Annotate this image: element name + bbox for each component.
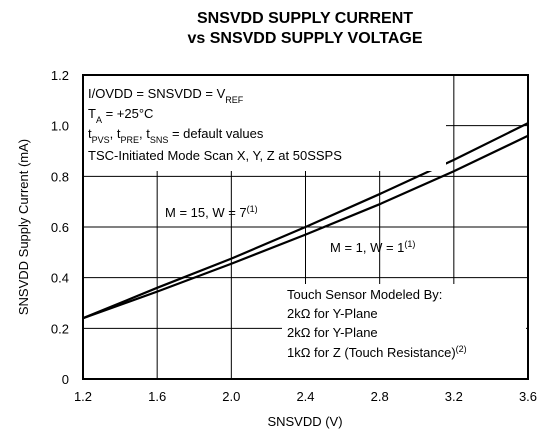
annotation-part: M = 1, W = 1 <box>330 240 404 255</box>
annotation-part: PRE <box>120 135 139 145</box>
annotation-part: A <box>96 115 102 125</box>
annotation-part: PVS <box>92 135 110 145</box>
annotation: Touch Sensor Modeled By: <box>287 287 442 302</box>
annotation-part: TSC-Initiated Mode Scan X, Y, Z at 50SSP… <box>88 148 342 163</box>
annotation-part: REF <box>225 95 244 105</box>
x-tick-label: 2.0 <box>222 389 240 404</box>
note-box <box>84 76 446 171</box>
annotation-part: T <box>88 106 96 121</box>
chart-title: vs SNSVDD SUPPLY VOLTAGE <box>187 30 422 47</box>
annotation: M = 15, W = 7(1) <box>165 204 258 220</box>
annotation: TA = +25°C <box>88 106 153 125</box>
x-tick-label: 2.8 <box>371 389 389 404</box>
annotation-part: 1kΩ for Z (Touch Resistance) <box>287 345 456 360</box>
x-tick-label: 1.6 <box>148 389 166 404</box>
annotation-part: (1) <box>404 239 415 249</box>
y-tick-label: 0.4 <box>51 271 69 286</box>
annotation-part: 2kΩ for Y-Plane <box>287 325 378 340</box>
x-tick-label: 2.4 <box>296 389 314 404</box>
y-tick-label: 0.2 <box>51 321 69 336</box>
annotation-part: = +25°C <box>102 106 153 121</box>
y-tick-label: 1.2 <box>51 68 69 83</box>
lines <box>82 122 529 320</box>
series-line <box>82 122 529 320</box>
y-tick-label: 0 <box>62 372 69 387</box>
series-line <box>82 134 529 320</box>
annotation-part: I/OVDD = SNSVDD = V <box>88 86 226 101</box>
annotation: I/OVDD = SNSVDD = VREF <box>88 86 244 105</box>
x-tick-label: 3.2 <box>445 389 463 404</box>
annotation-part: 2kΩ for Y-Plane <box>287 306 378 321</box>
annotation-part: , t <box>139 126 150 141</box>
x-axis-label: SNSVDD (V) <box>267 414 342 429</box>
annotation-part: (1) <box>247 204 258 214</box>
x-tick-label: 3.6 <box>519 389 537 404</box>
annotation: 2kΩ for Y-Plane <box>287 325 378 340</box>
y-tick-label: 1.0 <box>51 119 69 134</box>
y-axis-label: SNSVDD Supply Current (mA) <box>16 139 31 315</box>
annotation-part: = default values <box>168 126 264 141</box>
chart-title: SNSVDD SUPPLY CURRENT <box>197 10 413 27</box>
plot-frame <box>82 74 529 380</box>
annotation: TSC-Initiated Mode Scan X, Y, Z at 50SSP… <box>88 148 342 163</box>
annotation: 2kΩ for Y-Plane <box>287 306 378 321</box>
x-tick-label: 1.2 <box>74 389 92 404</box>
annotation-part: M = 15, W = 7 <box>165 205 247 220</box>
annotation-part: SNS <box>150 135 169 145</box>
annotation-part: (2) <box>456 344 467 354</box>
annotation: 1kΩ for Z (Touch Resistance)(2) <box>287 344 467 360</box>
y-tick-label: 0.8 <box>51 169 69 184</box>
annotation-part: Touch Sensor Modeled By: <box>287 287 442 302</box>
note-box <box>282 284 526 378</box>
y-tick-label: 0.6 <box>51 220 69 235</box>
annotation: tPVS, tPRE, tSNS = default values <box>88 126 264 145</box>
annotation-part: , t <box>110 126 121 141</box>
annotation-part: t <box>88 126 92 141</box>
annotation: M = 1, W = 1(1) <box>330 239 415 255</box>
